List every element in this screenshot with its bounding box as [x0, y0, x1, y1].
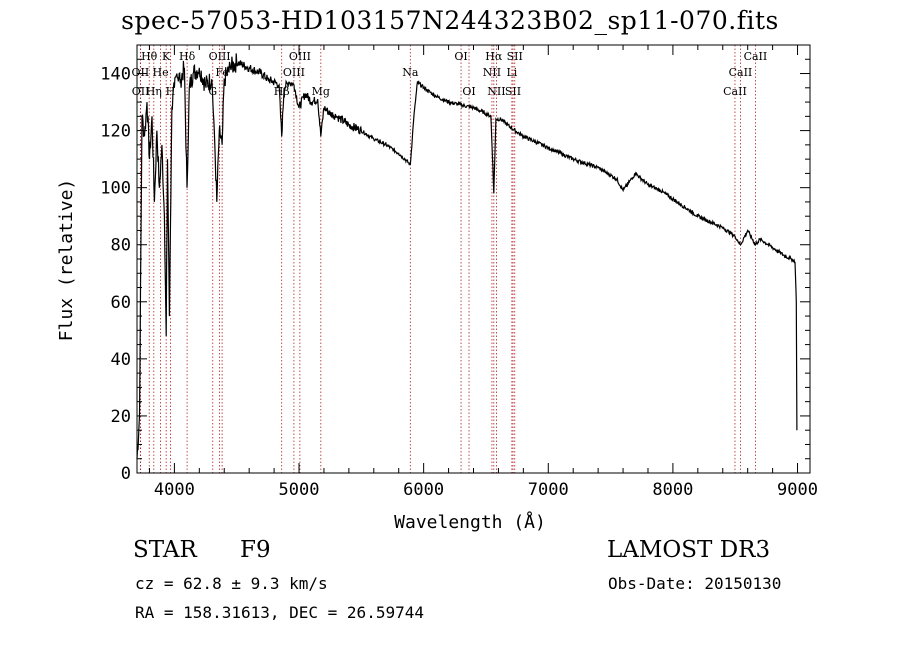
x-tick-label: 8000 — [652, 480, 693, 500]
object-subclass: F9 — [240, 537, 271, 563]
line-label-Li: Li — [506, 66, 517, 79]
line-label-Hα: Hα — [485, 50, 503, 63]
observation-date: Obs-Date: 20150130 — [608, 574, 782, 593]
x-tick-label: 6000 — [403, 480, 444, 500]
survey-name: LAMOST DR3 — [607, 537, 771, 563]
line-label-SII: SII — [505, 85, 521, 98]
line-label-CaII: CaII — [723, 85, 747, 98]
y-tick-label: 40 — [111, 350, 131, 370]
y-axis-label: Flux (relative) — [56, 179, 77, 342]
line-label-OIII: OIII — [283, 66, 305, 79]
line-label-Mg: Mg — [312, 85, 330, 98]
y-axis-ticks: 0 20 40 60 80 100 120 140 — [100, 44, 810, 484]
line-label-CaII: CaII — [744, 50, 768, 63]
line-label-NII: NII — [487, 85, 505, 98]
line-label-OI: OI — [454, 50, 467, 63]
y-tick-label: 140 — [100, 65, 131, 85]
spectral-line-markers — [139, 45, 756, 473]
spectrum-series-line — [136, 53, 798, 459]
y-tick-label: 80 — [111, 236, 131, 256]
y-tick-label: 120 — [100, 122, 131, 142]
redshift-cz: cz = 62.8 ± 9.3 km/s — [135, 574, 328, 593]
x-axis-label: Wavelength (Å) — [394, 511, 546, 533]
x-tick-label: 4000 — [154, 480, 195, 500]
y-tick-label: 20 — [111, 407, 131, 427]
y-tick-label: 100 — [100, 179, 131, 199]
y-tick-label: 60 — [111, 293, 131, 313]
line-label-OIII: OIII — [209, 50, 231, 63]
line-label-Na: Na — [402, 66, 419, 79]
line-label-OII: OII — [132, 85, 150, 98]
line-label-OI: OI — [462, 85, 475, 98]
x-tick-label: 7000 — [528, 480, 569, 500]
coordinates: RA = 158.31613, DEC = 26.59744 — [135, 603, 424, 622]
y-tick-label: 0 — [121, 464, 131, 484]
plot-frame — [136, 44, 811, 474]
line-label-Hβ: Hβ — [274, 85, 290, 98]
line-label-OII: OII — [132, 66, 150, 79]
line-label-NII: NII — [483, 66, 501, 79]
line-label-Hδ: Hδ — [179, 50, 196, 63]
line-label-OIII: OIII — [289, 50, 311, 63]
line-label-He: He — [153, 66, 169, 79]
line-label-CaII: CaII — [729, 66, 753, 79]
line-label-H: H — [166, 85, 176, 98]
x-tick-label: 9000 — [777, 480, 818, 500]
chart-title: spec-57053-HD103157N244323B02_sp11-070.f… — [121, 6, 779, 35]
line-label-Hη: Hη — [146, 85, 162, 98]
x-axis-ticks: 4000 5000 6000 7000 8000 9000 — [148, 45, 818, 500]
line-label-SII: SII — [507, 50, 523, 63]
x-tick-label: 5000 — [279, 480, 320, 500]
object-class: STAR — [133, 537, 197, 563]
line-label-K: K — [162, 50, 171, 63]
line-label-Hθ: Hθ — [141, 50, 158, 63]
